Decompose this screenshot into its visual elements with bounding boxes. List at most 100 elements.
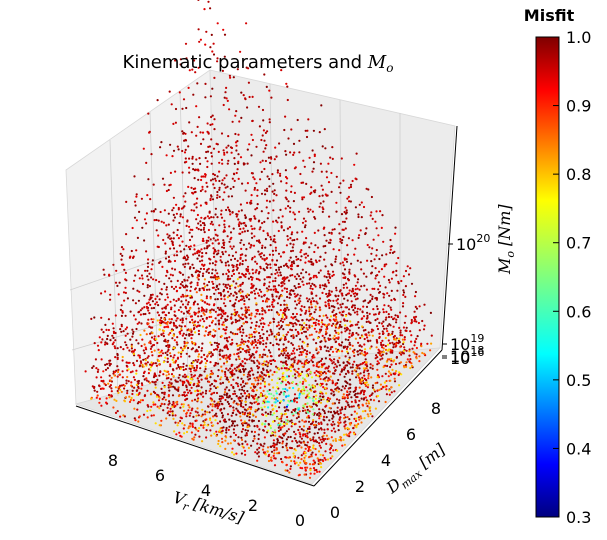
scatter-point [354, 386, 357, 389]
scatter-point [223, 226, 226, 229]
scatter-point [158, 374, 161, 377]
scatter-point [287, 340, 290, 343]
scatter-point [347, 338, 350, 342]
scatter-point [274, 335, 278, 339]
scatter-point [204, 367, 207, 371]
scatter-point [119, 308, 122, 311]
scatter-point [147, 372, 150, 375]
scatter-point [227, 283, 230, 286]
scatter-point [261, 246, 264, 249]
scatter-point [335, 331, 338, 334]
scatter-point [187, 404, 190, 407]
scatter-point [108, 273, 111, 276]
scatter-point [410, 318, 413, 322]
scatter-point [201, 408, 204, 411]
scatter-point [313, 311, 316, 314]
scatter-point [134, 274, 137, 277]
scatter-point [152, 306, 156, 310]
scatter-point [182, 403, 185, 406]
scatter-point [203, 370, 206, 373]
scatter-point [253, 338, 257, 341]
scatter-point [201, 239, 204, 242]
scatter-point [286, 227, 289, 230]
scatter-point [244, 429, 247, 432]
scatter-point [381, 353, 384, 356]
scatter-point [184, 132, 187, 135]
scatter-point [217, 343, 220, 346]
scatter-point [375, 227, 378, 230]
scatter-point [223, 362, 226, 365]
scatter-point [325, 314, 328, 317]
scatter-point [127, 361, 130, 364]
scatter-point [319, 462, 323, 465]
scatter-point [312, 419, 315, 422]
scatter-point [94, 358, 97, 361]
scatter-point [304, 241, 307, 244]
scatter-point [288, 471, 291, 474]
scatter-point [244, 216, 247, 219]
scatter-point [120, 304, 123, 307]
scatter-point [361, 311, 364, 314]
scatter-point [293, 151, 296, 154]
scatter-point [386, 364, 389, 368]
scatter-point [229, 292, 233, 295]
scatter-point [269, 263, 272, 266]
scatter-point [348, 332, 351, 335]
scatter-point [126, 365, 129, 368]
scatter-point [355, 412, 359, 415]
scatter-point [231, 270, 234, 273]
scatter-point [290, 411, 293, 414]
scatter-point [429, 311, 432, 314]
scatter-point [255, 182, 258, 185]
scatter-point [283, 352, 286, 355]
scatter-point [297, 415, 300, 419]
scatter-point [378, 335, 381, 339]
scatter-point [251, 388, 254, 391]
scatter-point [263, 436, 266, 439]
scatter-point [114, 347, 117, 350]
scatter-point [315, 330, 318, 333]
scatter-point [278, 268, 281, 271]
scatter-point [246, 162, 249, 165]
scatter-point [229, 213, 232, 216]
scatter-point [329, 451, 332, 454]
scatter-point [341, 385, 344, 388]
scatter-point [146, 416, 149, 419]
scatter-point [206, 150, 210, 153]
scatter-point [248, 95, 251, 99]
scatter-point [253, 401, 256, 404]
scatter-point [204, 175, 207, 178]
scatter-point [184, 368, 187, 371]
scatter-point [197, 355, 200, 358]
scatter-point [192, 375, 195, 378]
scatter-point [196, 399, 199, 402]
scatter-point [401, 338, 404, 341]
scatter-point [259, 255, 262, 258]
scatter-point [351, 363, 354, 366]
scatter-point [258, 125, 261, 128]
scatter-point [203, 247, 206, 250]
scatter-point [390, 277, 393, 280]
scatter-point [258, 356, 261, 359]
scatter-point [210, 315, 213, 318]
scatter-point [205, 297, 208, 300]
scatter-point [348, 343, 351, 346]
scatter-point [128, 400, 132, 403]
scatter-point [172, 237, 175, 240]
scatter-point [217, 150, 220, 153]
scatter-point [272, 344, 275, 347]
scatter-point [331, 146, 334, 149]
scatter-point [252, 419, 255, 422]
scatter-point [379, 383, 382, 386]
scatter-point [385, 310, 388, 313]
scatter-point [391, 271, 394, 274]
scatter-point [318, 417, 321, 420]
scatter-point [266, 305, 269, 308]
scatter-point [180, 352, 183, 355]
scatter-point [334, 340, 338, 343]
scatter-point [305, 318, 308, 321]
scatter-point [143, 343, 146, 346]
scatter-point [225, 428, 228, 432]
scatter-point [92, 365, 95, 368]
scatter-point [110, 390, 113, 393]
